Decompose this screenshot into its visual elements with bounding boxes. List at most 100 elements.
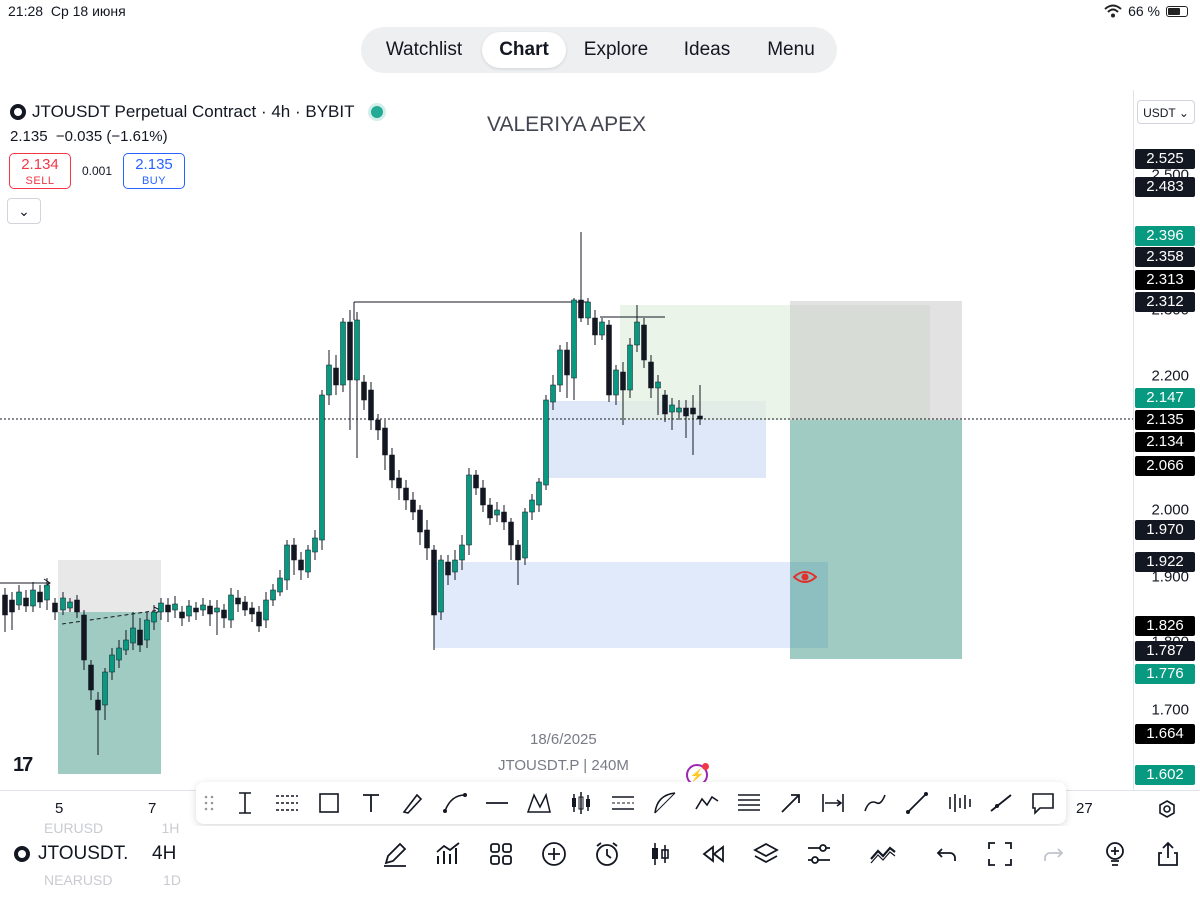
interval-button[interactable]: 4H (152, 843, 177, 864)
candles-icon[interactable] (645, 839, 675, 869)
demand-zone-lower (434, 562, 828, 648)
short-position-stop (790, 301, 962, 420)
arc-icon[interactable] (651, 789, 679, 817)
rectangle-icon[interactable] (315, 789, 343, 817)
indicators-icon[interactable] (433, 839, 463, 869)
candle-body (235, 597, 241, 605)
candle-body (354, 319, 360, 381)
chart-type-icon[interactable] (868, 839, 898, 869)
tab-ideas[interactable]: Ideas (683, 39, 731, 60)
candle-body (466, 474, 472, 546)
collapse-legend-button[interactable]: ⌄ (7, 198, 41, 224)
buy-price: 2.135 (135, 156, 173, 173)
top-nav: Watchlist Chart Explore Ideas Menu (361, 27, 837, 73)
candle-body (536, 481, 542, 506)
candle-body (130, 627, 136, 644)
candle-body (529, 499, 535, 513)
candle-body (417, 509, 423, 533)
comment-icon[interactable] (1029, 789, 1057, 817)
candle-body (277, 577, 283, 593)
price-label: 2.135 (1135, 410, 1195, 430)
candle-body (23, 597, 29, 607)
long-position-icon[interactable] (567, 789, 595, 817)
price-label: 2.066 (1135, 456, 1195, 476)
battery-percent: 66 % (1128, 3, 1160, 19)
layers-icon[interactable] (751, 839, 781, 869)
scale-tick: 2.200 (1151, 367, 1189, 385)
currency-selector[interactable]: USDT ⌄ (1137, 100, 1195, 124)
bottom-bar: EURUSD 1H NEARUSD 1D JTOUSDT. 4H (0, 820, 1200, 900)
settings-sliders-icon[interactable] (804, 839, 834, 869)
drag-handle-icon[interactable] (204, 795, 214, 811)
pencil-icon[interactable] (380, 839, 410, 869)
buy-button[interactable]: 2.135 BUY (123, 153, 185, 189)
path-icon[interactable] (441, 789, 469, 817)
price-scale[interactable]: 2.500 2.300 2.200 2.000 1.900 1.800 1.70… (1133, 90, 1200, 790)
candle-body (522, 511, 528, 559)
tab-chart[interactable]: Chart (482, 32, 566, 68)
symbol-header[interactable]: JTOUSDT Perpetual Contract · 4h · BYBIT (10, 102, 383, 122)
candle-body (515, 544, 521, 561)
time-tick: 27 (1076, 800, 1093, 817)
price-label: 1.776 (1135, 664, 1195, 684)
symbol-search-button[interactable]: JTOUSDT. (14, 843, 128, 865)
tradingview-logo[interactable]: 17 (13, 754, 33, 776)
redo-icon[interactable] (1038, 839, 1068, 869)
sell-button[interactable]: 2.134 SELL (9, 153, 71, 189)
profit-zone-left (58, 612, 161, 774)
tab-explore[interactable]: Explore (583, 39, 649, 60)
gear-icon[interactable] (1157, 799, 1177, 819)
cursor-line-icon[interactable] (231, 789, 259, 817)
candle-body (669, 404, 675, 413)
alert-icon[interactable] (592, 839, 622, 869)
ray-icon[interactable] (987, 789, 1015, 817)
horizontal-line-icon[interactable] (483, 789, 511, 817)
candle-body (620, 371, 626, 391)
candle-body (361, 381, 367, 401)
date-range-icon[interactable] (819, 789, 847, 817)
chart-watermark: VALERIYA APEX (487, 113, 647, 136)
candle-body (494, 509, 500, 516)
candlestick-chart[interactable] (0, 90, 1133, 790)
replay-icon[interactable] (698, 839, 728, 869)
add-icon[interactable] (539, 839, 569, 869)
scale-tick: 1.700 (1151, 701, 1189, 719)
projection-icon[interactable] (945, 789, 973, 817)
candle-body (662, 394, 668, 415)
chart-canvas[interactable] (0, 90, 1133, 790)
arrow-icon[interactable] (777, 789, 805, 817)
fullscreen-icon[interactable] (985, 839, 1015, 869)
fib-retracement-icon[interactable] (273, 789, 301, 817)
trend-line-icon[interactable] (903, 789, 931, 817)
curve-icon[interactable] (861, 789, 889, 817)
candle-body (263, 599, 269, 621)
undo-icon[interactable] (932, 839, 962, 869)
dashed-trend-line[interactable] (61, 609, 161, 625)
layouts-icon[interactable] (486, 839, 516, 869)
text-icon[interactable] (357, 789, 385, 817)
candle-body (9, 599, 15, 613)
fib-levels-icon[interactable] (735, 789, 763, 817)
xabcd-pattern-icon[interactable] (525, 789, 553, 817)
ideas-bulb-icon[interactable] (1100, 839, 1130, 869)
candle-body (312, 537, 318, 553)
eye-icon[interactable] (793, 569, 817, 585)
brush-icon[interactable] (399, 789, 427, 817)
bottom-symbol-name: JTOUSDT. (38, 843, 129, 864)
share-icon[interactable] (1153, 839, 1183, 869)
price-label: 1.664 (1135, 724, 1195, 744)
symbol-title: JTOUSDT Perpetual Contract · 4h · BYBIT (32, 102, 355, 121)
price-change: −0.035 (−1.61%) (55, 128, 168, 145)
candle-body (585, 301, 591, 319)
scale-tick: 1.900 (1151, 568, 1189, 586)
price-label: 2.312 (1135, 292, 1195, 312)
candle-body (333, 367, 339, 386)
tab-watchlist[interactable]: Watchlist (385, 39, 463, 60)
parallel-channel-icon[interactable] (609, 789, 637, 817)
sell-label: SELL (25, 175, 55, 187)
elliott-wave-icon[interactable] (693, 789, 721, 817)
tab-menu[interactable]: Menu (767, 39, 815, 60)
price-label: 1.922 (1135, 552, 1195, 572)
candle-body (186, 605, 192, 617)
short-position-target (790, 420, 962, 659)
